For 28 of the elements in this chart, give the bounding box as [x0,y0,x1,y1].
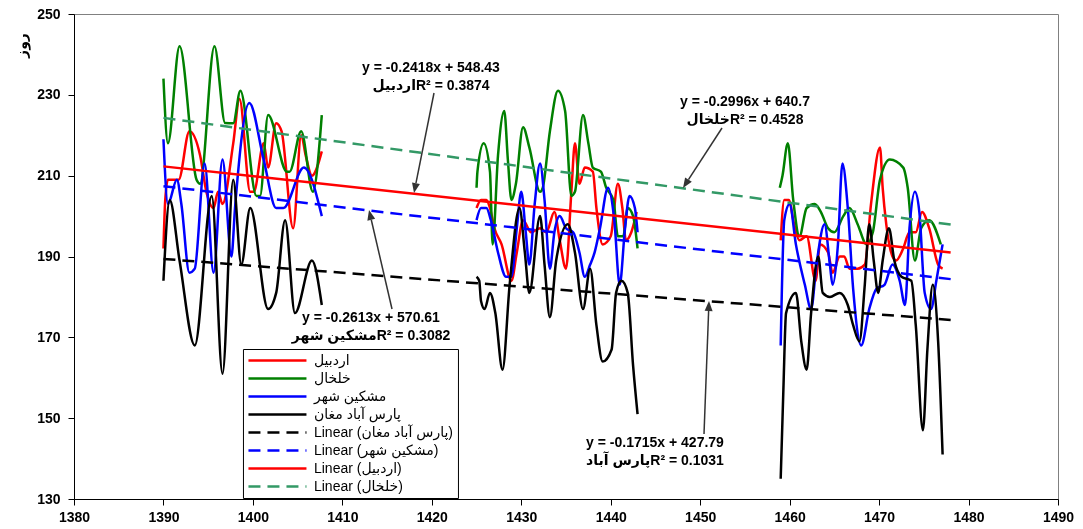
x-tick-label: 1470 [864,508,896,525]
x-tick-label: 1400 [237,508,270,525]
x-tick-label: 1440 [595,508,628,525]
x-tick-label: 1450 [685,508,717,525]
legend-label: Linear (پارس آباد مغان) [313,423,453,441]
y-tick-label: 210 [37,167,61,184]
legend-label: Linear (خلخال) [313,477,403,494]
x-tick-label: 1430 [506,508,538,525]
x-tick-label: 1380 [58,508,91,525]
legend-label: Linear (اردبیل) [313,459,402,477]
x-tick-label: 1410 [327,508,359,525]
y-tick-label: 170 [37,328,61,345]
legend-label: مشکین شهر [312,387,387,405]
y-tick-label: 130 [37,490,61,507]
legend-label: خلخال [313,369,351,386]
y-tick-label: 190 [37,248,61,264]
x-tick-label: 1480 [953,508,985,525]
y-axis-title: روز [13,33,31,59]
y-tick-label: 250 [37,5,61,22]
x-tick-label: 1390 [148,508,180,525]
x-tick-label: 1460 [774,508,806,525]
legend-label: Linear (مشکین شهر) [313,441,439,459]
legend-label: پارس آباد مغان [313,405,401,423]
x-tick-label: 1490 [1042,508,1075,525]
y-tick-label: 230 [37,86,61,103]
legend-label: اردبیل [313,351,350,369]
y-tick-label: 150 [37,409,61,426]
x-tick-label: 1420 [416,508,449,525]
